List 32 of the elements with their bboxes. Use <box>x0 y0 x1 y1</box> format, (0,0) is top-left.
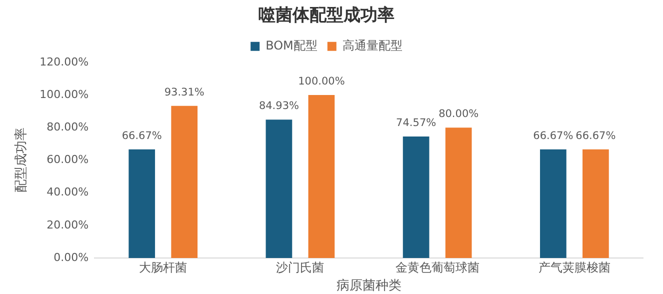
y-tick-label: 20.00% <box>46 218 89 232</box>
x-tick-label: 产气荚膜梭菌 <box>538 260 610 274</box>
y-axis-title: 配型成功率 <box>13 128 30 193</box>
x-tick-label: 金黄色葡萄球菌 <box>395 260 480 274</box>
bar <box>266 120 292 258</box>
bar <box>540 149 566 258</box>
bar <box>308 95 335 258</box>
x-axis-title: 病原菌种类 <box>336 278 402 294</box>
data-label: 84.93% <box>258 100 299 112</box>
data-label: 66.67% <box>576 130 616 142</box>
data-label: 80.00% <box>438 108 479 120</box>
y-tick-label: 80.00% <box>46 120 89 134</box>
legend-label: BOM配型 <box>266 38 318 53</box>
bar <box>402 136 430 258</box>
y-tick-label: 0.00% <box>54 250 89 264</box>
bar <box>582 149 609 258</box>
data-label: 74.57% <box>396 116 436 129</box>
y-tick-label: 40.00% <box>46 186 89 199</box>
bar <box>445 128 472 258</box>
x-tick-label: 大肠杆菌 <box>139 260 188 274</box>
y-tick-label: 60.00% <box>46 153 89 166</box>
y-tick-label: 120.00% <box>40 55 89 68</box>
legend-label: 高通量配型 <box>342 38 402 53</box>
data-label: 100.00% <box>298 75 345 88</box>
y-tick-label: 100.00% <box>40 88 89 101</box>
bar <box>171 106 198 258</box>
x-tick-label: 沙门氏菌 <box>276 260 324 274</box>
data-label: 93.31% <box>164 86 204 98</box>
data-label: 66.67% <box>533 130 574 142</box>
chart-title: 噬菌体配型成功率 <box>258 6 394 26</box>
bar <box>128 149 156 258</box>
data-label: 66.67% <box>122 130 162 142</box>
